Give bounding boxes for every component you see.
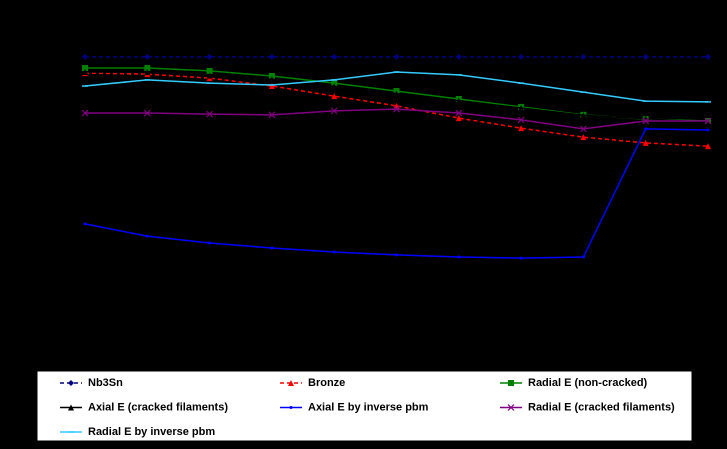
legend-marker — [68, 404, 74, 411]
marker — [642, 53, 649, 60]
marker — [206, 53, 213, 60]
legend-label: Radial E by inverse pbm — [88, 426, 215, 438]
marker — [455, 97, 462, 104]
marker — [144, 69, 151, 75]
series-line — [85, 108, 708, 130]
marker — [580, 112, 587, 119]
marker — [143, 109, 151, 117]
marker — [706, 128, 710, 132]
legend-marker — [68, 380, 74, 386]
marker — [580, 53, 587, 60]
marker — [144, 53, 151, 60]
legend-marker — [288, 380, 294, 386]
marker — [705, 143, 711, 150]
marker — [455, 53, 462, 60]
marker — [455, 109, 463, 117]
marker — [330, 107, 338, 115]
marker — [705, 119, 711, 126]
marker — [704, 117, 712, 125]
marker — [270, 246, 274, 250]
marker — [519, 256, 523, 260]
legend-marker — [507, 404, 515, 411]
marker — [332, 250, 336, 254]
marker — [518, 125, 525, 132]
marker — [642, 117, 650, 125]
legend-label: Nb3Sn — [88, 377, 123, 389]
marker — [518, 105, 525, 111]
marker — [579, 125, 587, 133]
marker — [581, 255, 585, 259]
marker — [705, 53, 711, 60]
series-line — [84, 128, 709, 259]
marker — [81, 109, 89, 117]
marker — [83, 222, 87, 226]
marker — [82, 53, 88, 60]
marker — [518, 53, 525, 60]
legend-label: Axial E (cracked filaments) — [88, 401, 228, 413]
legend-label: Radial E (cracked filaments) — [528, 401, 675, 413]
marker — [393, 105, 400, 113]
marker — [331, 53, 338, 60]
legend-label: Axial E by inverse pbm — [308, 401, 429, 413]
marker — [145, 234, 149, 238]
marker — [331, 83, 338, 90]
legend-marker — [508, 380, 514, 386]
marker — [268, 72, 275, 79]
legend-box — [36, 370, 693, 442]
marker — [268, 76, 275, 83]
marker — [580, 134, 587, 141]
marker — [206, 72, 213, 79]
marker — [393, 53, 400, 60]
marker — [455, 115, 462, 122]
marker — [457, 255, 461, 259]
marker — [644, 127, 648, 131]
marker — [395, 253, 398, 257]
marker — [642, 139, 649, 146]
marker — [268, 111, 276, 119]
marker — [268, 53, 275, 60]
marker — [393, 90, 400, 97]
marker — [206, 67, 213, 74]
marker — [268, 83, 275, 90]
marker — [331, 93, 338, 100]
legend-label: Bronze — [308, 377, 345, 389]
marker — [82, 65, 88, 72]
legend-marker — [289, 406, 293, 409]
marker — [517, 116, 525, 124]
marker — [206, 110, 214, 118]
legend-label: Radial E (non-cracked) — [528, 377, 648, 389]
marker — [208, 241, 212, 245]
marker — [144, 65, 151, 72]
marker — [331, 80, 338, 87]
marker — [82, 69, 88, 75]
